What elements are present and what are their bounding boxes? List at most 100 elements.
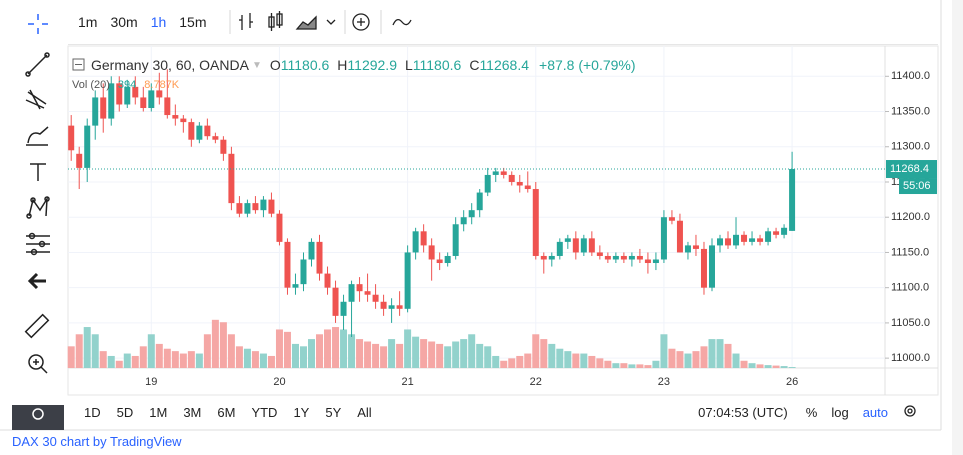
- candle-body: [180, 118, 187, 123]
- candle-body: [308, 241, 315, 260]
- ohlc-value: 11180.6: [412, 57, 462, 73]
- candle-body: [741, 234, 748, 242]
- volume-bar: [668, 348, 676, 368]
- ruler-tool[interactable]: [24, 313, 50, 339]
- interval-button[interactable]: 1h: [150, 14, 167, 30]
- volume-bar: [163, 348, 171, 368]
- candle-body: [684, 245, 691, 253]
- x-tick-label: 20: [273, 376, 285, 388]
- crosshair-tool[interactable]: [28, 14, 48, 34]
- top-icons: [229, 10, 916, 417]
- candle-body: [380, 301, 387, 309]
- y-tick-label: 11000.0: [891, 352, 930, 364]
- candle-body: [300, 259, 307, 285]
- candle-body: [596, 252, 603, 256]
- candle-body: [220, 139, 227, 154]
- compare[interactable]: [392, 18, 412, 26]
- candle-body: [164, 97, 171, 116]
- volume-bar: [283, 331, 291, 368]
- trend-line-tool[interactable]: [25, 52, 50, 77]
- countdown-box: [899, 178, 937, 195]
- y-tick-label: 11300.0: [891, 141, 930, 153]
- interval-button[interactable]: 15m: [179, 14, 207, 30]
- volume-bar: [171, 351, 179, 368]
- volume-bar: [75, 334, 83, 368]
- volume-bar: [139, 346, 147, 368]
- symbol-title[interactable]: Germany 30, 60, OANDA: [91, 57, 249, 73]
- volume-bar: [452, 341, 460, 368]
- range-button[interactable]: 1D: [84, 404, 101, 420]
- candle-body: [508, 174, 515, 182]
- text-tool[interactable]: [30, 163, 46, 181]
- left-toolbar: [12, 14, 64, 430]
- range-button[interactable]: 5D: [116, 404, 134, 420]
- scale-option[interactable]: auto: [862, 404, 888, 420]
- pattern-tool[interactable]: [26, 196, 50, 219]
- legend: Germany 30, 60, OANDA ▼ O 11180.6 H 11292.9…: [72, 57, 636, 73]
- indicators[interactable]: [352, 13, 370, 31]
- candle-body: [340, 301, 347, 316]
- candle-body: [324, 273, 331, 288]
- volume-bar: [372, 343, 380, 368]
- candle-body: [252, 203, 259, 211]
- last-price-box: [886, 160, 937, 179]
- interval-button[interactable]: 30m: [110, 14, 138, 30]
- volume-bar: [356, 339, 364, 368]
- brush-tool[interactable]: [26, 126, 49, 146]
- range-button[interactable]: 1Y: [293, 404, 310, 420]
- volume-bar: [596, 358, 604, 368]
- settings[interactable]: [904, 405, 916, 417]
- area-style[interactable]: [295, 15, 317, 30]
- volume-bar: [428, 341, 436, 368]
- volume-bar: [468, 334, 476, 368]
- candle-body: [260, 199, 267, 211]
- candle-body: [332, 287, 339, 316]
- volume-value: 394: [117, 79, 137, 91]
- candle-body: [500, 171, 507, 175]
- volume-bar: [412, 336, 420, 368]
- prediction-tool[interactable]: [26, 232, 50, 256]
- candles-style[interactable]: [268, 11, 283, 31]
- candle-body: [436, 259, 443, 264]
- candle-body: [644, 259, 651, 264]
- style-menu[interactable]: [326, 19, 336, 25]
- back-tool[interactable]: [27, 272, 46, 290]
- bars-style[interactable]: [239, 13, 253, 30]
- range-button[interactable]: YTD: [251, 404, 278, 420]
- range-button[interactable]: 6M: [217, 404, 236, 420]
- y-tick-label: 11050.0: [891, 317, 930, 329]
- range-button[interactable]: 1M: [149, 404, 168, 420]
- fib-tool[interactable]: [25, 89, 47, 110]
- attribution[interactable]: DAX 30 chart by TradingView: [12, 434, 182, 449]
- candle-body: [356, 284, 363, 292]
- y-tick-label: 11100.0: [891, 282, 929, 294]
- zoom-tool[interactable]: [28, 354, 48, 374]
- scale-option[interactable]: %: [805, 404, 818, 420]
- volume-bar: [716, 339, 724, 368]
- x-tick-label: 26: [786, 376, 798, 388]
- scale-option[interactable]: log: [831, 404, 849, 420]
- candle-body: [204, 125, 211, 137]
- candle-body: [636, 255, 643, 260]
- volume-bar: [147, 334, 155, 368]
- candle-body: [676, 220, 683, 253]
- top-toolbar: 1m 30m 1h 15m: [68, 0, 938, 45]
- volume-bar: [700, 346, 708, 368]
- candle-body: [188, 122, 195, 140]
- range-button[interactable]: All: [357, 404, 372, 420]
- candle-body: [404, 252, 411, 309]
- candle-body: [749, 238, 756, 242]
- candle-body: [92, 97, 99, 126]
- range-button[interactable]: 5Y: [325, 404, 342, 420]
- volume-bar: [259, 353, 267, 368]
- interval-button[interactable]: 1m: [78, 14, 98, 30]
- candle-body: [532, 189, 539, 256]
- volume-bar: [420, 339, 428, 368]
- candle-body: [781, 227, 788, 235]
- volume-bar: [540, 339, 548, 368]
- volume-bar: [396, 343, 404, 368]
- candle-body: [228, 153, 235, 204]
- range-button[interactable]: 3M: [183, 404, 202, 420]
- collapse-icon[interactable]: [72, 58, 86, 72]
- volume-bar: [299, 346, 307, 368]
